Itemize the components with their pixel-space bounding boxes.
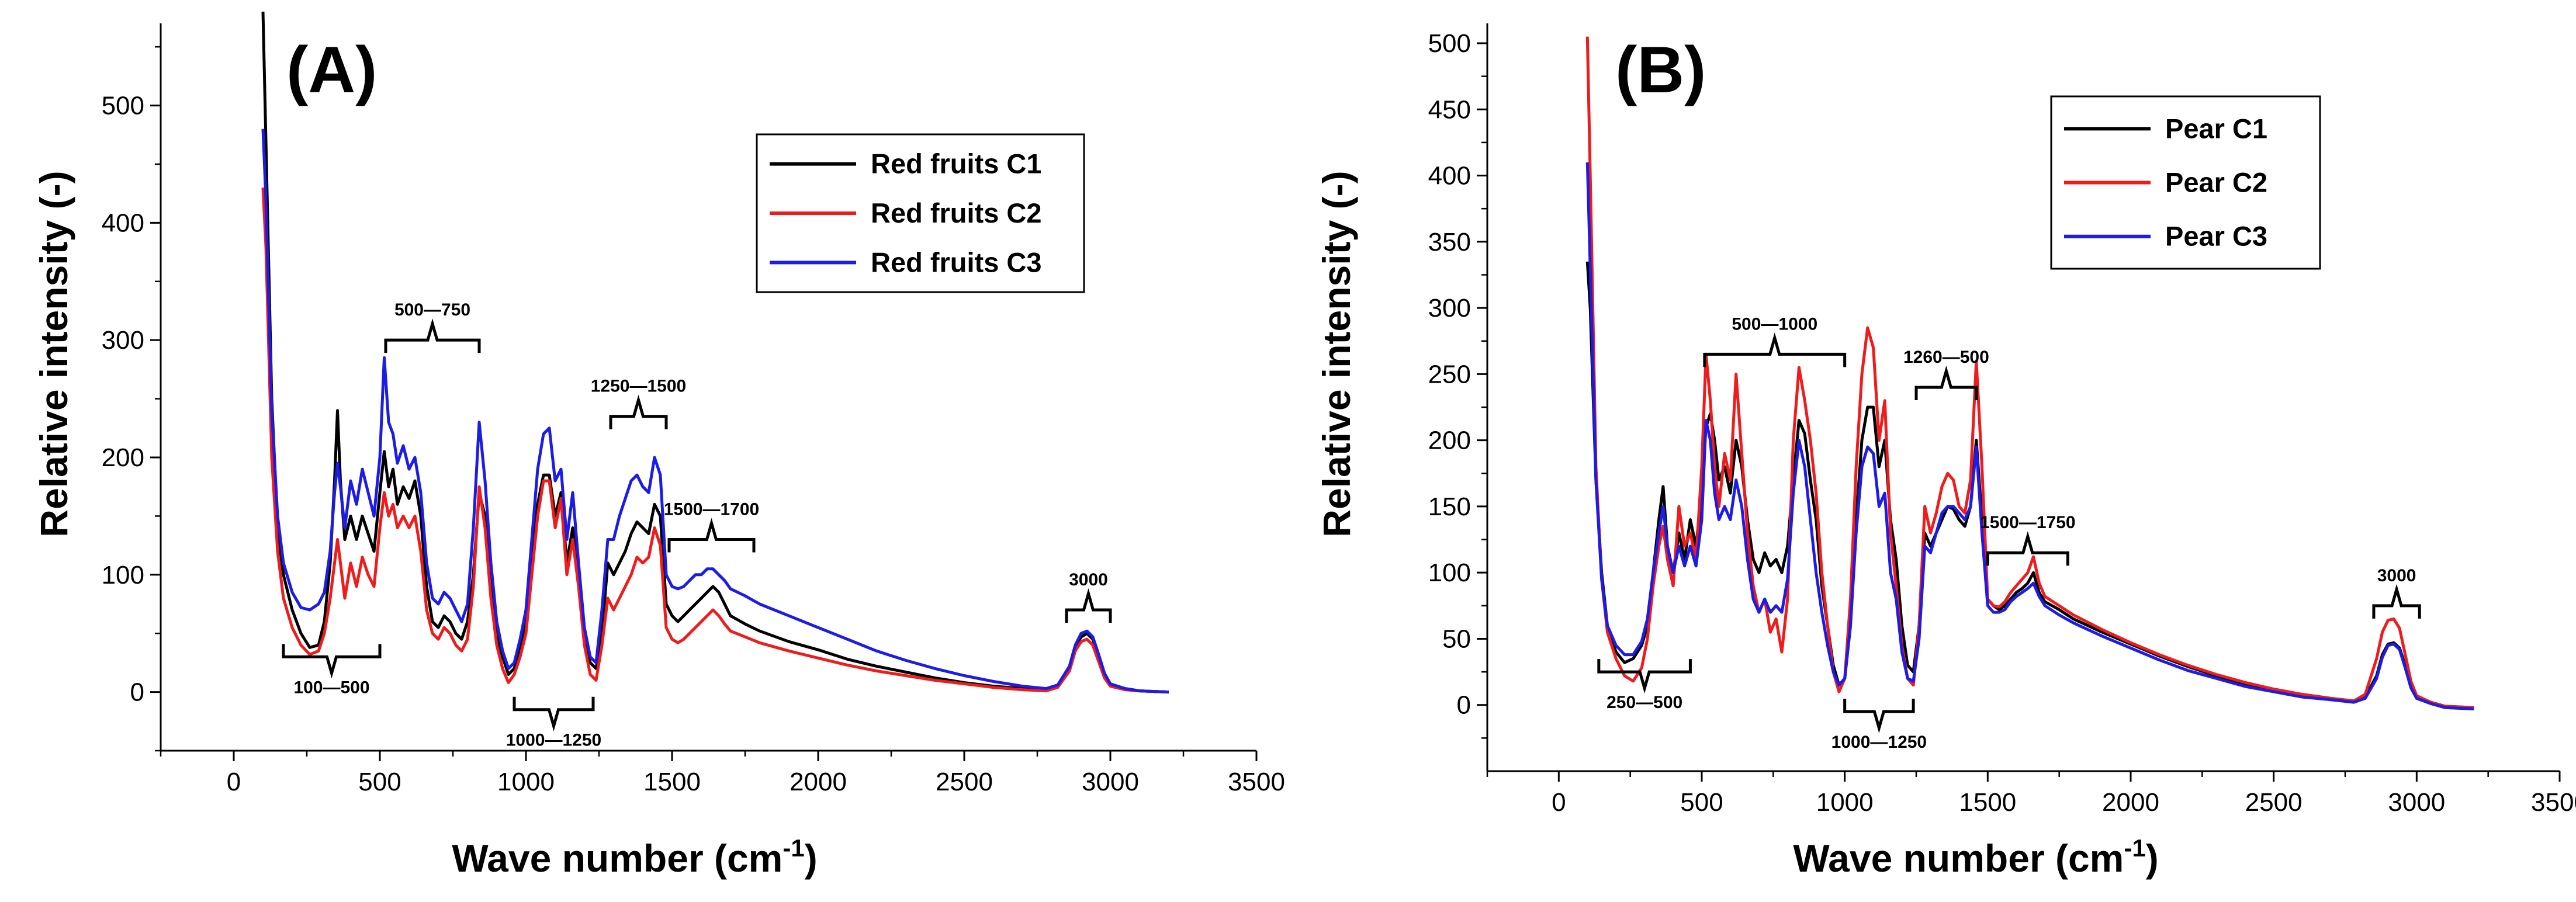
panel-b-annotation-bracket (2372, 584, 2421, 619)
panel-b-y-tick-label: 400 (1428, 162, 1471, 190)
panel-b-y-tick-label: 500 (1428, 29, 1471, 58)
panel-b-annotations: 250—500 500—1000 1000—1250 1260—500 1500—175… (1597, 314, 2421, 752)
panel-b-x-axis-title: Wave number (cm-1) (1793, 834, 2158, 880)
panel-b-annotation-label: 1000—1250 (1831, 733, 1927, 752)
panel-b: 0 500 1000 1500 2000 2500 3000 3500 0 50 100 150 200… (1315, 23, 2576, 880)
panel-b-annotation-bracket (1597, 659, 1692, 694)
panel-b-y-tick-label: 50 (1442, 625, 1471, 653)
panel-a-x-tick-label: 1000 (497, 768, 555, 796)
panel-a-series-group (261, 11, 1169, 694)
panel-b-legend-label: Pear C1 (2165, 113, 2267, 144)
panel-a-legend: Red fruits C1 Red fruits C2 Red fruits C3 (756, 133, 1085, 293)
panel-a-x-tick-label: 500 (358, 768, 401, 796)
panel-b-annotation-label: 1500—1750 (1980, 513, 2075, 532)
panel-a-y-tick-label: 300 (102, 326, 144, 355)
panel-a-y-tick-label: 200 (102, 443, 144, 472)
panel-b-x-tick-label: 2000 (2102, 788, 2159, 817)
panel-b-y-tick-label: 150 (1428, 492, 1471, 521)
panel-a: 0 500 1000 1500 2000 2500 3000 3500 0 100 200 300 40… (32, 11, 1285, 880)
panel-b-y-tick-label: 350 (1428, 228, 1471, 256)
panel-a-y-tick-label: 0 (130, 678, 144, 707)
panel-a-annotation-label: 1000—1250 (506, 731, 601, 750)
panel-a-annotation-bracket (384, 318, 481, 353)
panel-a-x-tick-label: 2500 (936, 768, 993, 796)
panel-b-annotation-label: 1260—500 (1903, 348, 1989, 367)
panel-b-x-tick-label: 3500 (2531, 788, 2576, 817)
panel-b-x-tick-label: 1000 (1816, 788, 1874, 817)
panel-a-annotation-bracket (667, 518, 756, 553)
panel-a-y-tick-label: 100 (102, 561, 144, 589)
panel-a-legend-label: Red fruits C3 (871, 247, 1042, 277)
panel-a-x-tick-label: 1500 (643, 768, 701, 796)
panel-a-annotation-label: 500—750 (394, 300, 470, 320)
panel-b-axes: 0 500 1000 1500 2000 2500 3000 3500 0 50 100 150 200… (1428, 23, 2576, 817)
panel-a-annotation-bracket (282, 644, 382, 679)
panel-a-y-tick-label: 500 (102, 92, 144, 120)
panel-b-y-tick-label: 250 (1428, 360, 1471, 388)
panel-b-x-tick-label: 1500 (1959, 788, 2016, 817)
panel-b-y-axis-title: Relative intensity (-) (1315, 171, 1358, 537)
panel-b-x-tick-label: 3000 (2388, 788, 2445, 817)
panel-b-annotation-bracket (1986, 531, 2069, 566)
panel-a-x-tick-label: 2000 (790, 768, 847, 796)
panel-a-axes: 0 500 1000 1500 2000 2500 3000 3500 0 100 200 300 40… (102, 23, 1285, 796)
panel-a-x-axis-title: Wave number (cm-1) (452, 834, 817, 880)
panel-a-annotations: 100—500 500—750 1000—1250 1250—1500 1500—170… (282, 300, 1112, 750)
panel-a-series-1-line (261, 11, 1169, 694)
panel-a-y-axis-title: Relative intensity (-) (32, 171, 75, 537)
panel-b-legend-label: Pear C2 (2165, 167, 2267, 198)
panel-a-annotation-bracket (513, 696, 595, 731)
panel-b-y-tick-label: 0 (1457, 691, 1471, 720)
panel-a-legend-label: Red fruits C2 (871, 197, 1042, 228)
panel-a-annotation-label: 3000 (1069, 570, 1108, 589)
panel-b-x-tick-label: 500 (1680, 788, 1723, 817)
panel-a-label: (A) (286, 33, 377, 106)
panel-a-legend-label: Red fruits C1 (871, 148, 1042, 179)
panel-b-y-tick-label: 200 (1428, 426, 1471, 455)
panel-b-annotation-bracket (1914, 365, 1978, 401)
panel-b-y-tick-label: 100 (1428, 558, 1471, 587)
panel-b-annotation-bracket (1703, 332, 1847, 367)
panel-b-label: (B) (1615, 33, 1706, 106)
panel-b-annotation-label: 500—1000 (1732, 314, 1817, 334)
panel-a-series-3-line (261, 129, 1169, 694)
panel-b-legend-label: Pear C3 (2165, 221, 2267, 252)
panel-b-series-2-line (1585, 36, 2474, 709)
panel-b-y-tick-label: 450 (1428, 95, 1471, 124)
panel-a-series-2-line (261, 187, 1169, 694)
panel-a-annotation-bracket (1065, 588, 1112, 623)
panel-b-x-tick-label: 2500 (2245, 788, 2303, 817)
panel-b-series-group (1585, 36, 2474, 710)
panel-b-x-tick-label: 0 (1552, 788, 1566, 817)
panel-b-annotation-bracket (1843, 699, 1915, 734)
panel-a-annotation-label: 100—500 (293, 678, 369, 697)
panel-b-series-3-line (1585, 162, 2474, 710)
panel-a-x-tick-label: 3500 (1228, 768, 1285, 796)
panel-a-x-tick-label: 0 (227, 768, 241, 796)
panel-a-annotation-bracket (609, 394, 668, 429)
panel-a-annotation-label: 1500—1700 (664, 500, 759, 519)
panel-b-y-tick-label: 300 (1428, 294, 1471, 322)
panel-a-y-tick-label: 400 (102, 209, 144, 237)
panel-b-annotation-label: 3000 (2377, 566, 2416, 585)
panel-a-x-tick-label: 3000 (1082, 768, 1139, 796)
panel-a-annotation-label: 1250—1500 (591, 377, 686, 396)
panel-b-legend: Pear C1 Pear C2 Pear C3 (2050, 95, 2321, 270)
panel-b-annotation-label: 250—500 (1606, 693, 1682, 712)
